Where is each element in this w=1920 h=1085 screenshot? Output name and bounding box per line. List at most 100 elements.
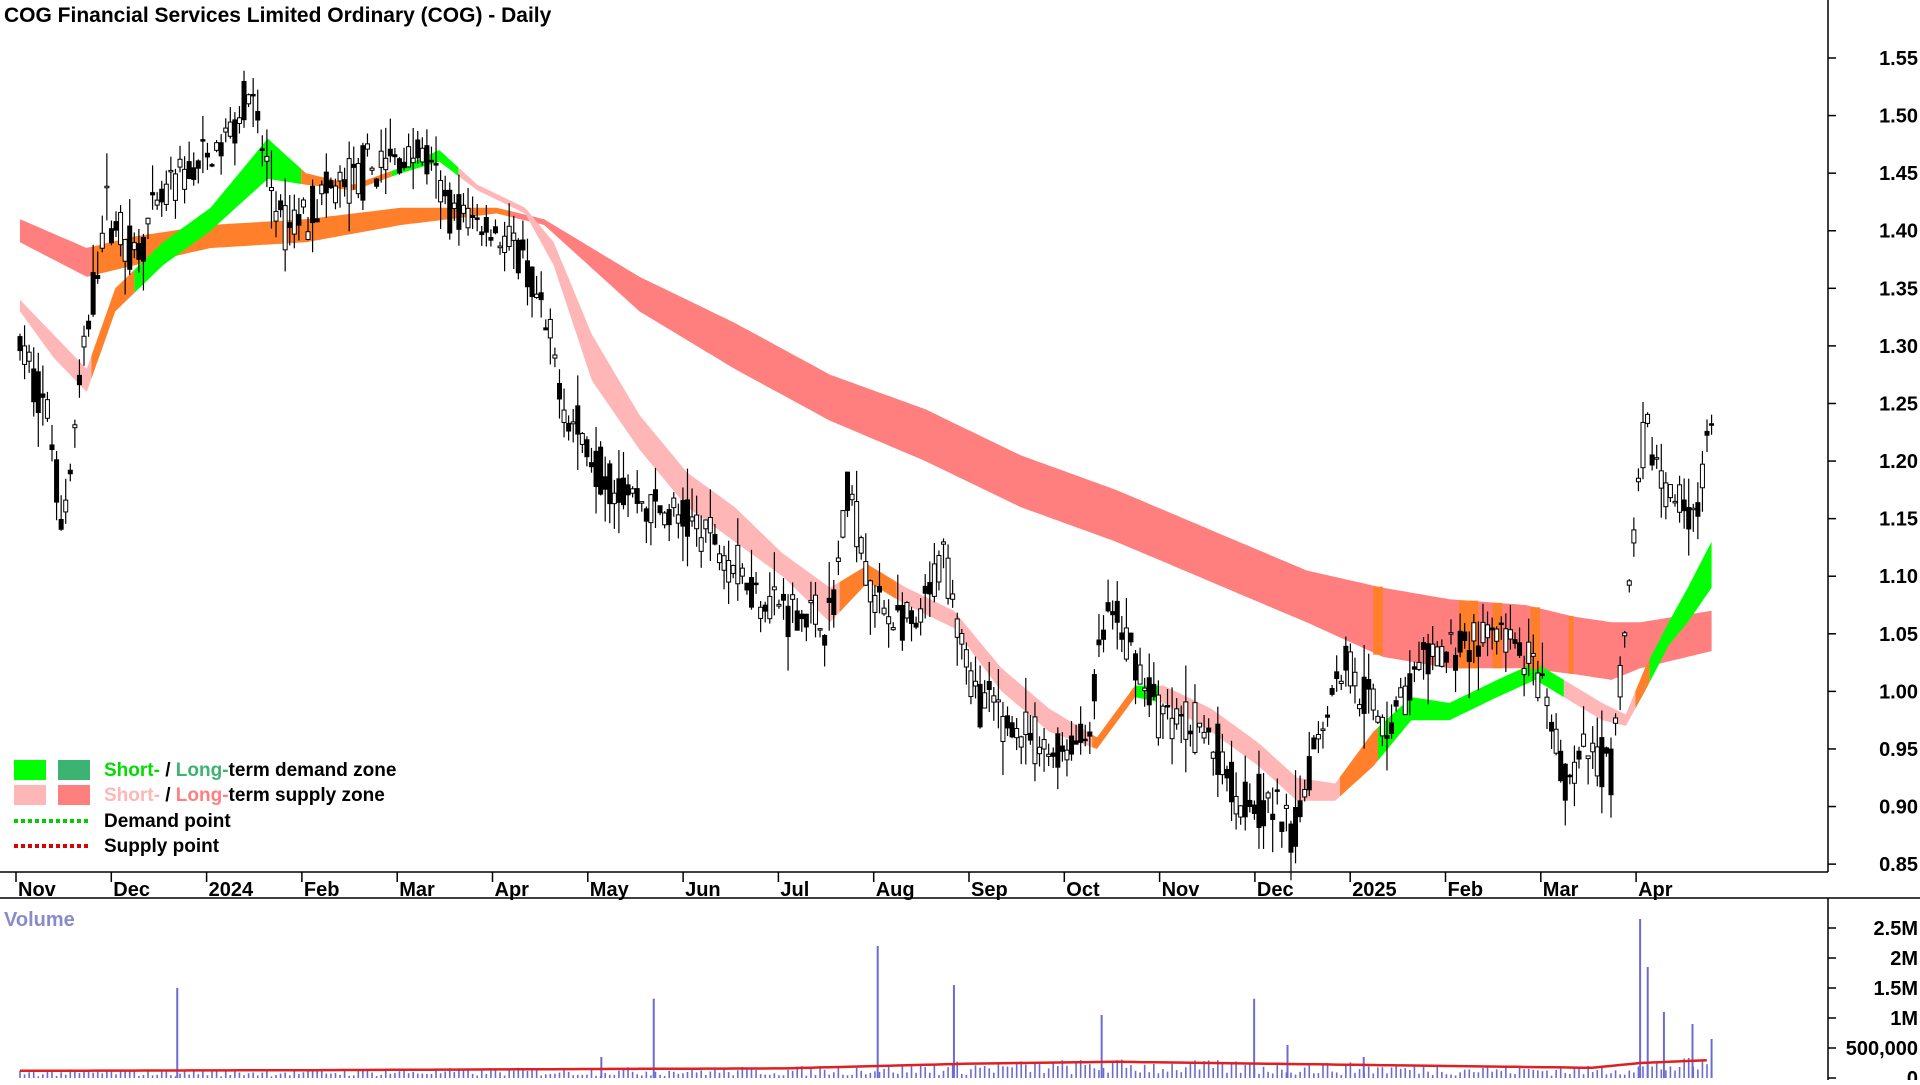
price-bar-down xyxy=(1229,761,1235,803)
price-bar-down xyxy=(616,478,622,503)
price-bar-up xyxy=(223,127,229,133)
price-bar-up xyxy=(1265,792,1271,799)
price-bar-down xyxy=(1562,763,1568,801)
price-bar-down xyxy=(1608,748,1614,796)
price-bar-up xyxy=(438,179,444,203)
price-bar-up xyxy=(570,421,576,425)
price-bar-up xyxy=(771,586,777,591)
price-bar-down xyxy=(652,489,658,502)
price-bar-up xyxy=(1160,705,1166,715)
price-bar-up xyxy=(506,225,512,247)
price-bar-up xyxy=(1238,805,1244,818)
price-bar-up xyxy=(1640,421,1646,469)
price-bar-down xyxy=(922,585,928,594)
price-bar-down xyxy=(250,93,256,97)
price-bar-down xyxy=(1119,632,1125,640)
price-bar-down xyxy=(1549,721,1555,732)
short-term-transition-4 xyxy=(1092,685,1135,749)
zone-bands xyxy=(20,138,1712,801)
price-bar-down xyxy=(799,613,805,620)
price-tick-label: 1.35 xyxy=(1879,278,1918,300)
price-bar-down xyxy=(255,111,261,121)
short-term-supply-band-1 xyxy=(20,299,92,392)
price-bar-up xyxy=(1197,722,1203,728)
price-bar-down xyxy=(1078,723,1084,743)
time-tick-label: Feb xyxy=(1448,879,1484,901)
price-bar-up xyxy=(959,633,965,645)
price-bar-up xyxy=(168,169,174,173)
price-bar-down xyxy=(1329,688,1335,695)
price-bar-down xyxy=(1133,653,1139,681)
price-bar-up xyxy=(941,541,947,545)
price-bar-up xyxy=(671,497,677,509)
price-bar-down xyxy=(1055,733,1061,768)
price-bar-up xyxy=(954,618,960,638)
price-bar-down xyxy=(1128,632,1134,643)
price-bar-down xyxy=(1334,671,1340,680)
price-bar-up xyxy=(1023,711,1029,736)
price-tick-label: 1.40 xyxy=(1879,221,1918,243)
price-bar-down xyxy=(1293,807,1299,847)
price-bar-down xyxy=(620,477,626,506)
price-bar-up xyxy=(648,494,654,524)
price-bar-up xyxy=(840,510,846,538)
price-bar-up xyxy=(383,157,389,171)
price-bar-up xyxy=(1142,687,1148,692)
price-bar-up xyxy=(1430,643,1436,657)
price-bar-up xyxy=(1581,733,1587,747)
price-bar-up xyxy=(1398,687,1404,698)
price-bar-up xyxy=(419,147,425,163)
price-bar-down xyxy=(447,189,453,234)
price-bar-down xyxy=(1325,714,1331,718)
price-bar-up xyxy=(739,567,745,577)
price-bar-up xyxy=(867,580,873,603)
price-bar-down xyxy=(1069,735,1075,755)
price-bar-up xyxy=(886,616,892,625)
price-bar-up xyxy=(703,519,709,530)
price-bar-down xyxy=(328,180,334,189)
price-tick-label: 1.30 xyxy=(1879,336,1918,358)
price-bar-up xyxy=(1663,482,1669,508)
supply-highlight-strip xyxy=(1568,615,1574,674)
price-bar-up xyxy=(81,335,87,348)
price-bar-down xyxy=(822,634,828,646)
price-bar-up xyxy=(1352,671,1358,687)
price-bar-up xyxy=(214,142,220,151)
price-bar-down xyxy=(40,393,46,398)
price-bar-down xyxy=(479,231,485,236)
price-bar-down xyxy=(209,164,215,167)
price-bar-up xyxy=(689,516,695,522)
price-bar-down xyxy=(556,382,562,400)
price-bar-down xyxy=(1187,730,1193,735)
time-tick-label: Mar xyxy=(399,879,435,901)
legend-label: Short- / Long-term supply zone xyxy=(104,785,385,806)
price-bar-up xyxy=(451,202,457,210)
volume-title: Volume xyxy=(4,909,75,931)
price-tick-label: 1.15 xyxy=(1879,509,1918,531)
price-bar-up xyxy=(22,345,28,365)
short-term-supply-band-3 xyxy=(896,582,1093,748)
price-bar-down xyxy=(191,167,197,180)
price-tick-label: 1.25 xyxy=(1879,393,1918,415)
price-bar-down xyxy=(657,505,663,514)
price-bar-up xyxy=(460,204,466,214)
price-bar-up xyxy=(561,409,567,423)
price-bar-up xyxy=(131,242,137,251)
short-term-transition-5 xyxy=(1339,727,1378,797)
price-bar-up xyxy=(1046,753,1052,757)
price-bar-down xyxy=(977,683,983,728)
price-bar-up xyxy=(406,146,412,168)
price-bar-down xyxy=(1704,430,1710,436)
price-bar-up xyxy=(118,211,124,246)
price-bar-up xyxy=(163,183,169,205)
price-bar-down xyxy=(1247,799,1253,807)
price-bar-up xyxy=(808,599,814,604)
price-bar-up xyxy=(812,594,818,625)
price-bar-down xyxy=(1146,677,1152,706)
price-bar-down xyxy=(1178,713,1184,717)
price-bar-down xyxy=(1251,804,1257,815)
price-bar-down xyxy=(76,374,82,386)
price-bar-down xyxy=(1082,738,1088,742)
price-bar-up xyxy=(1041,739,1047,750)
price-bar-down xyxy=(524,260,530,288)
